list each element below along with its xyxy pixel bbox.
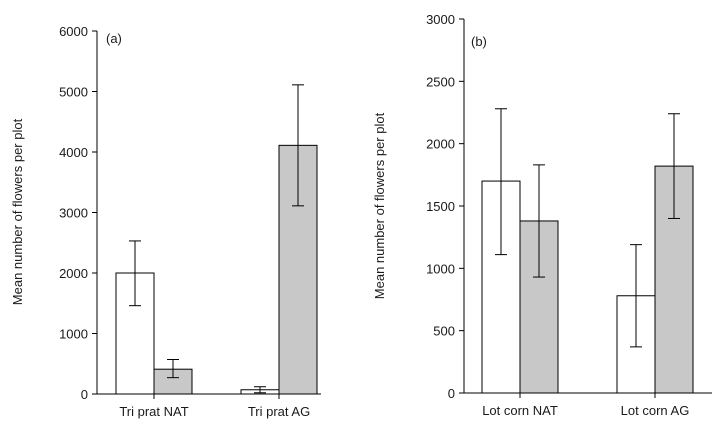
y-tick-label: 1000 xyxy=(59,327,88,342)
y-tick-label: 2500 xyxy=(426,74,455,89)
y-tick-label: 0 xyxy=(81,387,88,402)
panel-b: 0 500 1000 1500 2000 2500 3000 Mean number of f… xyxy=(372,12,712,418)
y-tick-label: 3000 xyxy=(59,206,88,221)
x-tick-label: Tri prat AG xyxy=(248,404,310,419)
y-tick-label: 2000 xyxy=(59,266,88,281)
y-tick-label: 4000 xyxy=(59,145,88,160)
y-tick-label: 500 xyxy=(433,324,455,339)
y-axis-title: Mean number of flowers per plot xyxy=(372,112,387,299)
y-tick-label: 1500 xyxy=(426,199,455,214)
x-tick-label: Tri prat NAT xyxy=(119,404,188,419)
y-axis-title: Mean number of flowers per plot xyxy=(10,118,25,305)
panel-a: 0 1000 2000 3000 4000 5000 6000 Mean number of … xyxy=(10,24,321,419)
y-tick-label: 0 xyxy=(448,386,455,401)
y-tick-label: 1000 xyxy=(426,261,455,276)
y-tick-label: 3000 xyxy=(426,12,455,27)
panel-label: (a) xyxy=(106,31,122,46)
x-tick-label: Lot corn NAT xyxy=(482,403,558,418)
panel-label: (b) xyxy=(471,34,487,49)
y-tick-label: 6000 xyxy=(59,24,88,39)
y-tick-label: 5000 xyxy=(59,85,88,100)
x-tick-label: Lot corn AG xyxy=(621,403,690,418)
y-tick-label: 2000 xyxy=(426,137,455,152)
